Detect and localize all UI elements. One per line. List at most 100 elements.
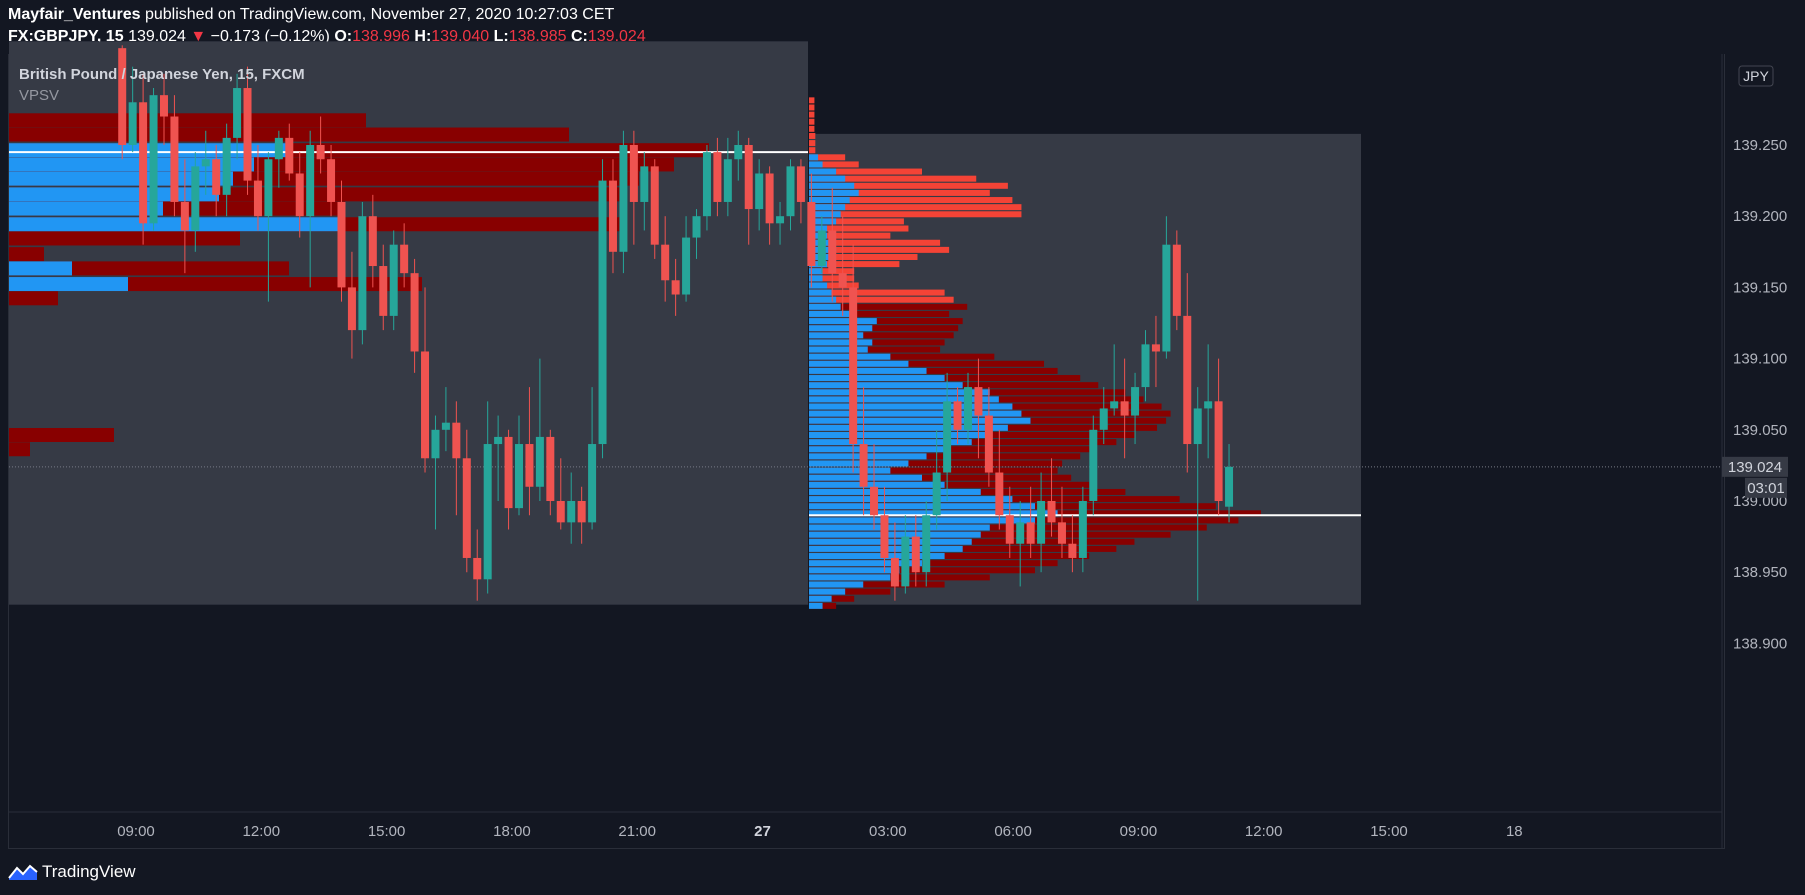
candle-body — [473, 557, 482, 580]
candle-body — [159, 95, 168, 117]
candle-body — [306, 145, 315, 217]
candle-body — [243, 88, 252, 181]
sell-volume-bar — [809, 560, 1058, 567]
candle-body — [441, 422, 450, 430]
tradingview-logo-icon[interactable] — [8, 863, 38, 881]
buy-volume-bar — [809, 189, 859, 196]
candle-body — [1089, 429, 1098, 501]
x-axis-tick-label: 18:00 — [493, 823, 531, 840]
buy-volume-bar — [809, 182, 855, 189]
candle-body — [1016, 522, 1025, 544]
indicator-name[interactable]: VPSV — [19, 87, 60, 104]
candle-body — [953, 401, 962, 430]
buy-volume-bar — [9, 261, 72, 276]
candle-body — [358, 216, 367, 331]
sell-volume-bar — [809, 118, 815, 125]
candle-body — [1162, 244, 1171, 352]
candle-body — [838, 273, 847, 288]
sell-volume-bar — [809, 189, 990, 196]
candle-body — [995, 472, 1004, 516]
x-axis-tick-label: 27 — [754, 823, 771, 840]
candle-body — [1099, 408, 1108, 430]
candle-body — [629, 145, 638, 202]
candle-body — [264, 159, 273, 217]
low-value: 138.985 — [508, 28, 567, 45]
candle-body — [984, 415, 993, 473]
candle-body — [1005, 515, 1014, 544]
buy-volume-bar — [809, 211, 841, 218]
sell-volume-bar — [809, 182, 1008, 189]
buy-volume-bar — [809, 581, 864, 588]
buy-volume-bar — [809, 268, 823, 275]
candle-body — [1204, 401, 1213, 409]
candle-body — [744, 145, 753, 210]
candle-body — [922, 515, 931, 573]
candle-body — [786, 166, 795, 217]
buy-volume-bar — [809, 424, 1008, 431]
high-label: H: — [414, 28, 432, 45]
buy-volume-bar — [809, 204, 846, 211]
countdown-tag — [1745, 477, 1787, 498]
buy-volume-bar — [809, 560, 922, 567]
countdown-label: 03:01 — [1747, 480, 1785, 497]
candle-body — [963, 387, 972, 430]
buy-volume-bar — [9, 187, 219, 202]
last-price-tag — [1722, 456, 1788, 477]
sell-volume-bar — [809, 197, 1013, 204]
candle-body — [410, 273, 419, 352]
sell-volume-bar — [809, 567, 1035, 574]
sell-volume-bar — [809, 97, 815, 104]
sell-volume-bar — [809, 332, 954, 339]
candle-body — [870, 486, 879, 516]
candle-body — [253, 180, 262, 217]
buy-volume-bar — [809, 154, 819, 161]
sell-volume-bar — [809, 360, 1045, 367]
publisher-name[interactable]: Mayfair_Ventures — [8, 6, 141, 23]
symbol-label: FX:GBPJPY, 15 — [8, 28, 124, 45]
candle-body — [347, 287, 356, 331]
publish-line: Mayfair_Ventures published on TradingVie… — [8, 6, 614, 24]
buy-volume-bar — [809, 289, 832, 296]
chart-legend: British Pound / Japanese Yen, 15, FXCM V… — [19, 66, 305, 104]
candle-body — [911, 536, 920, 573]
candle-body — [400, 244, 409, 274]
sell-volume-bar — [809, 232, 891, 239]
chart-frame[interactable] — [8, 54, 1725, 849]
candle-body — [682, 237, 691, 295]
candle-body — [1183, 315, 1192, 445]
buy-volume-bar — [809, 488, 981, 495]
sell-volume-bar — [809, 318, 963, 325]
sell-volume-bar — [809, 154, 846, 161]
x-axis-tick-label: 21:00 — [618, 823, 656, 840]
candle-body — [619, 145, 628, 252]
x-axis-tick-label: 06:00 — [994, 823, 1032, 840]
candle-body — [1151, 344, 1160, 352]
buy-volume-bar — [809, 481, 945, 488]
buy-volume-bar — [809, 225, 828, 232]
sell-volume-bar — [9, 113, 366, 128]
last-price-tag-label: 139.024 — [1728, 459, 1782, 476]
buy-volume-bar — [809, 332, 864, 339]
footer: TradingView — [8, 860, 136, 884]
buy-volume-bar — [809, 360, 909, 367]
sell-volume-bar — [809, 218, 904, 225]
candle-body — [1214, 401, 1223, 501]
currency-label: JPY — [1743, 68, 1769, 84]
candle-body — [1110, 401, 1119, 409]
candle-body — [702, 152, 711, 217]
sell-volume-bar — [809, 460, 1063, 467]
sell-volume-bar — [809, 531, 1171, 538]
instrument-title[interactable]: British Pound / Japanese Yen, 15, FXCM — [19, 66, 305, 83]
buy-volume-bar — [809, 595, 832, 602]
sell-volume-bar — [809, 289, 945, 296]
candle-body — [201, 159, 210, 167]
sell-volume-bar — [809, 467, 1058, 474]
sell-volume-bar — [809, 246, 950, 253]
candle-body — [880, 515, 889, 558]
sell-volume-bar — [809, 353, 995, 360]
sell-volume-bar — [809, 204, 1022, 211]
open-label: O: — [334, 28, 353, 45]
tradingview-brand[interactable]: TradingView — [42, 862, 136, 881]
buy-volume-bar — [809, 275, 823, 282]
